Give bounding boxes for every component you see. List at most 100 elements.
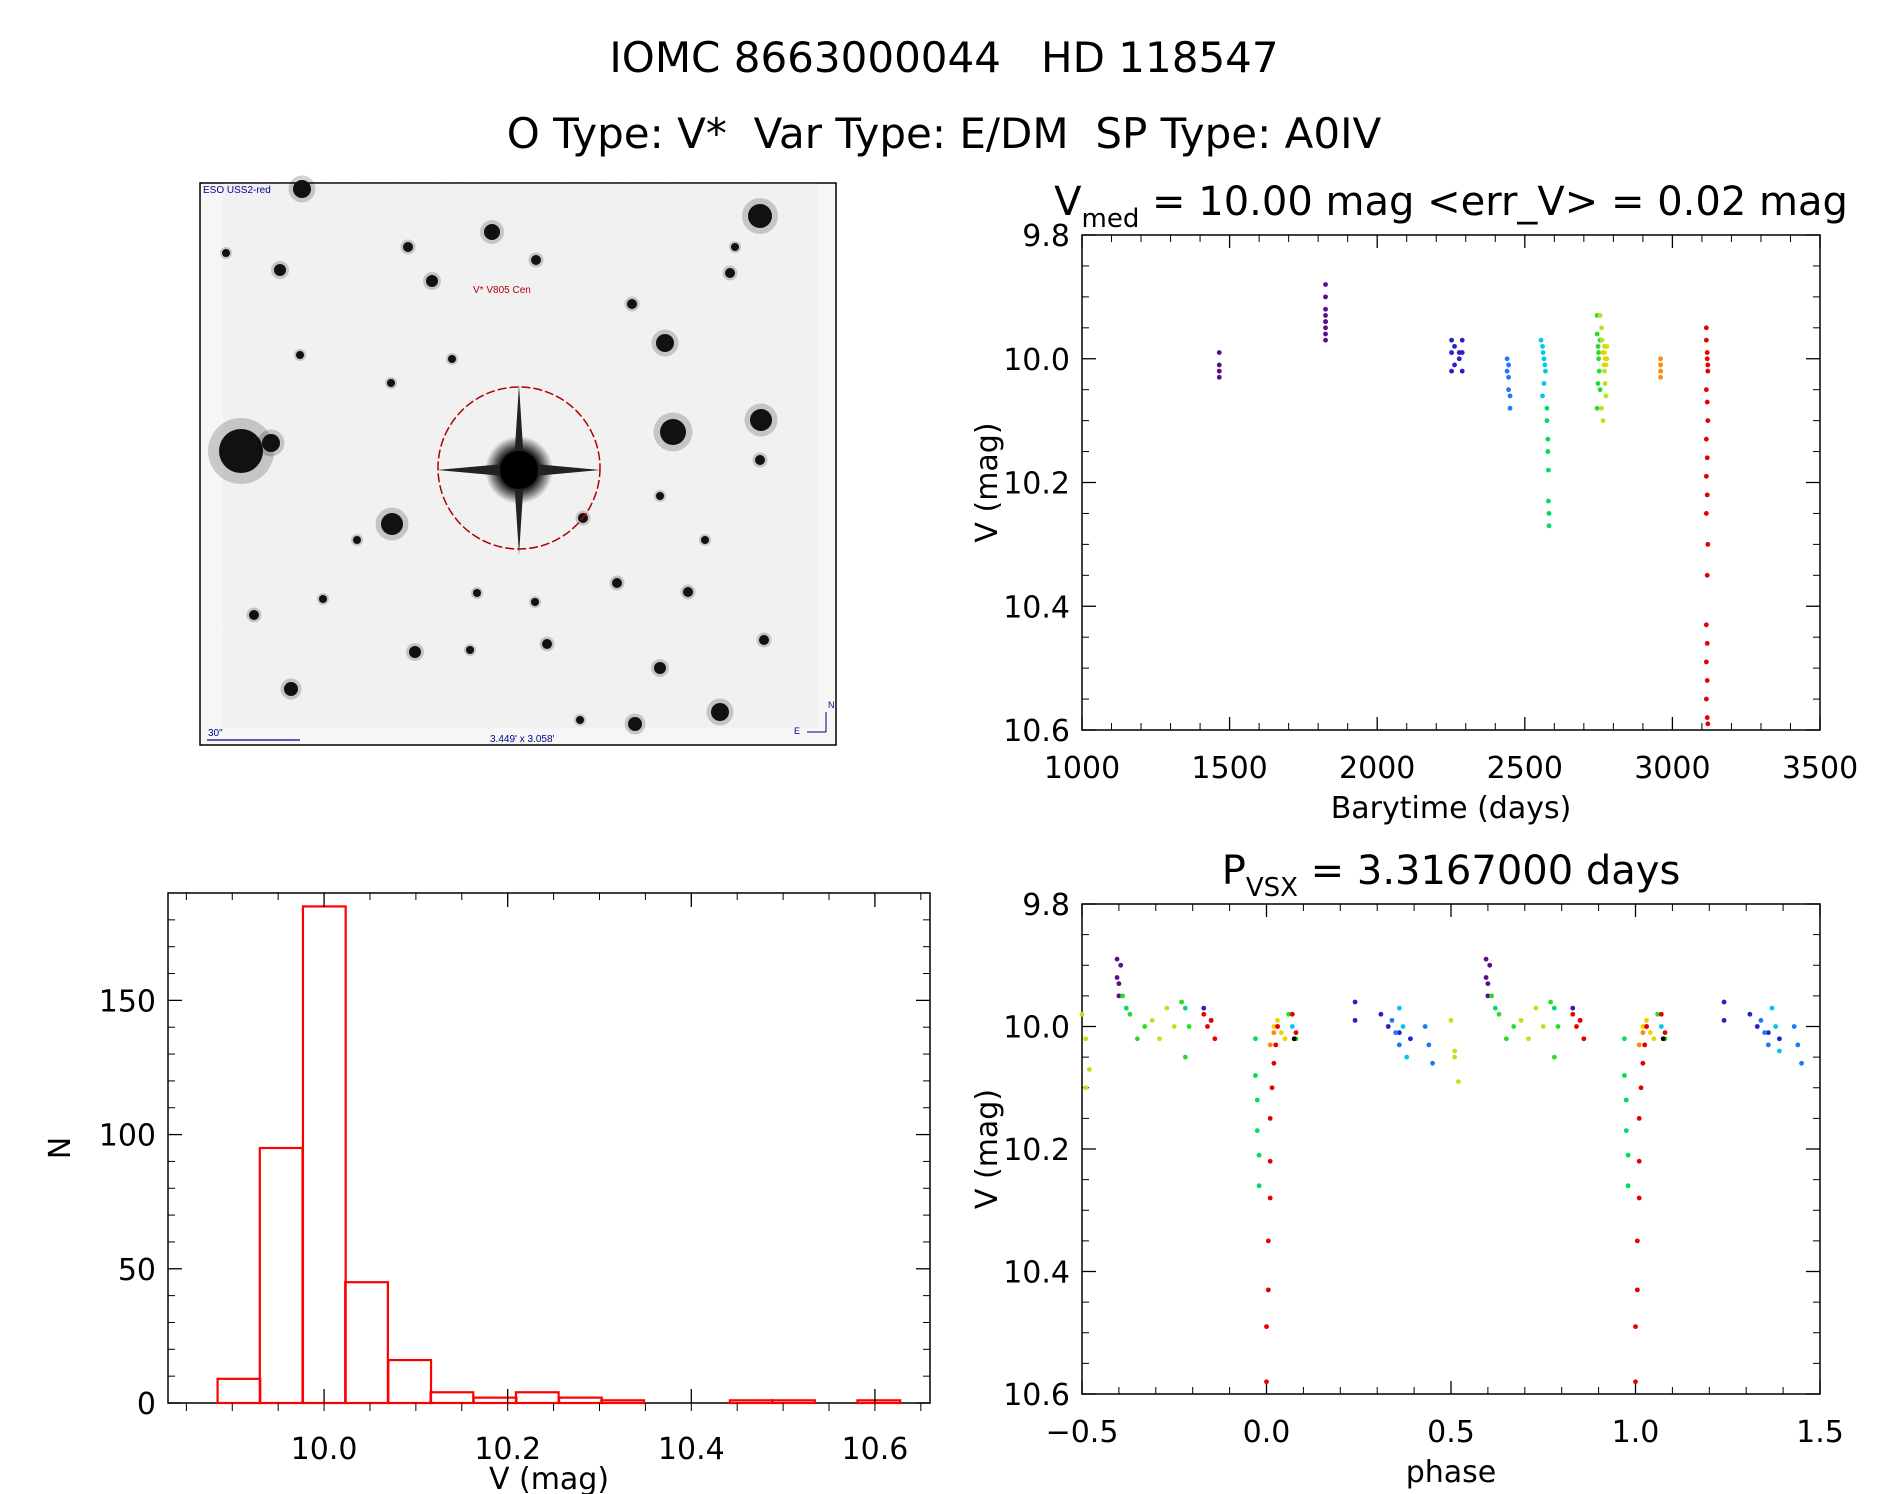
data-point <box>1201 1005 1207 1011</box>
data-point <box>1634 1287 1640 1293</box>
background-star <box>381 513 403 535</box>
data-point <box>1286 1011 1292 1017</box>
data-point <box>1595 381 1601 386</box>
x-axis-label: Barytime (days) <box>1331 791 1572 826</box>
y-tick-label: 10.0 <box>1003 1011 1070 1046</box>
data-point <box>1186 1024 1192 1029</box>
data-point <box>1116 981 1122 987</box>
data-point <box>1182 1005 1188 1011</box>
background-star <box>473 589 481 597</box>
data-point <box>1389 1017 1395 1023</box>
x-tick-label: 0.0 <box>1243 1415 1291 1450</box>
data-point <box>1506 374 1511 380</box>
data-point <box>1271 1060 1277 1066</box>
fov-label: 3.449' x 3.058' <box>490 734 555 745</box>
data-point <box>1704 350 1710 355</box>
data-point <box>1489 993 1494 999</box>
scale-label: 30" <box>208 728 223 739</box>
data-point <box>1323 313 1328 318</box>
histogram-bar <box>557 1396 603 1405</box>
data-point <box>1541 356 1547 362</box>
data-point <box>1638 1085 1644 1091</box>
background-star <box>656 492 664 500</box>
data-point <box>1594 331 1600 337</box>
y-tick-label: 150 <box>99 984 156 1019</box>
data-point <box>1459 350 1465 355</box>
data-point <box>1123 1005 1129 1011</box>
data-point <box>1291 1036 1297 1042</box>
data-point <box>1769 1005 1775 1011</box>
data-point <box>1079 1011 1085 1017</box>
y-tick-label: 9.8 <box>1022 888 1070 923</box>
data-point <box>1201 1011 1207 1017</box>
data-point <box>1216 374 1222 380</box>
background-star <box>466 646 474 654</box>
data-point <box>1541 381 1547 386</box>
data-point <box>1506 362 1511 368</box>
data-point <box>1506 387 1511 393</box>
background-star <box>711 703 729 721</box>
background-star <box>319 595 327 603</box>
data-point <box>1658 356 1663 362</box>
data-point <box>1704 678 1710 683</box>
background-star <box>249 610 259 620</box>
data-point <box>1658 1024 1664 1029</box>
data-point <box>1658 374 1663 380</box>
data-point <box>1487 962 1493 968</box>
data-point <box>1449 368 1454 374</box>
data-point <box>1703 436 1709 442</box>
data-point <box>1459 337 1465 343</box>
data-point <box>1507 393 1513 399</box>
background-star <box>484 224 500 240</box>
data-point <box>1526 1036 1531 1042</box>
data-point <box>1142 1024 1148 1029</box>
data-point <box>1134 1036 1140 1042</box>
data-point <box>1083 1085 1089 1091</box>
data-point <box>1543 368 1548 374</box>
data-point <box>1602 356 1608 362</box>
page-subtitle: O Type: V* Var Type: E/DM SP Type: A0IV <box>507 109 1382 158</box>
data-point <box>1636 1195 1642 1201</box>
background-star <box>542 639 552 649</box>
data-point <box>1640 1024 1646 1029</box>
data-point <box>1647 1030 1653 1036</box>
data-point <box>1275 1017 1280 1023</box>
data-point <box>1545 436 1551 442</box>
data-point <box>1548 999 1554 1005</box>
x-tick-label: 3000 <box>1634 751 1710 786</box>
target-star <box>437 385 600 555</box>
data-point <box>1430 1060 1435 1066</box>
data-point <box>1721 999 1727 1005</box>
data-point <box>1574 1024 1579 1029</box>
x-tick-label: 2000 <box>1339 751 1415 786</box>
data-point <box>1791 1024 1797 1029</box>
x-tick-label: 10.4 <box>658 1432 725 1467</box>
data-point <box>1253 1036 1258 1042</box>
data-point <box>1212 1036 1218 1042</box>
histogram-bar <box>301 905 347 1405</box>
data-point <box>1504 368 1510 374</box>
data-point <box>1120 993 1125 999</box>
data-point <box>1704 356 1710 362</box>
data-point <box>1275 1024 1280 1029</box>
data-point <box>1658 1011 1664 1017</box>
data-point <box>1622 1036 1627 1042</box>
y-tick-label: 10.0 <box>1003 343 1070 378</box>
data-point <box>1408 1036 1413 1042</box>
y-axis-label: V (mag) <box>970 422 1005 542</box>
background-star <box>448 355 456 363</box>
background-star <box>274 264 286 276</box>
data-point <box>1660 1036 1666 1042</box>
data-point <box>1599 337 1605 343</box>
data-point <box>1546 498 1551 504</box>
data-point <box>1544 418 1550 424</box>
data-point <box>1703 325 1709 331</box>
background-star <box>296 351 304 359</box>
data-point <box>1758 1017 1764 1023</box>
data-point <box>1253 1073 1258 1078</box>
background-star <box>660 419 686 445</box>
data-point <box>1503 1036 1509 1042</box>
data-point <box>1540 1024 1546 1029</box>
data-point <box>1449 337 1454 343</box>
x-tick-label: 3500 <box>1782 751 1858 786</box>
